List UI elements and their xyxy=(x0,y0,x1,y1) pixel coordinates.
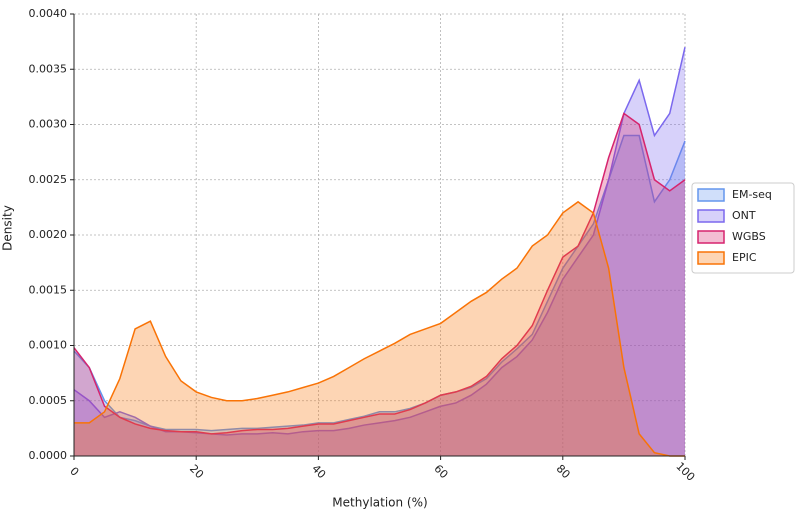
legend-label: EPIC xyxy=(732,251,757,264)
x-tick-label: 80 xyxy=(554,462,573,481)
area-fill xyxy=(74,135,685,457)
area-fill xyxy=(74,47,685,457)
y-tick-label: 0.0010 xyxy=(29,339,68,352)
legend-swatch xyxy=(697,209,725,223)
y-tick-label: 0.0020 xyxy=(29,228,68,241)
legend-label: ONT xyxy=(732,209,756,222)
legend-swatch xyxy=(697,251,725,265)
y-tick-label: 0.0040 xyxy=(29,7,68,20)
x-axis-label: Methylation (%) xyxy=(332,496,427,510)
x-tick-label: 60 xyxy=(431,462,450,481)
density-line xyxy=(74,200,685,457)
area-fill xyxy=(74,113,685,456)
density-line xyxy=(73,112,686,435)
y-tick-label: 0.0030 xyxy=(29,118,68,131)
legend-label: WGBS xyxy=(732,230,766,243)
y-tick-label: 0.0025 xyxy=(29,173,68,186)
x-tick-label: 0 xyxy=(67,465,81,479)
legend-label: EM-seq xyxy=(732,188,772,201)
x-tick-label: 40 xyxy=(309,462,328,481)
legend-swatch xyxy=(697,188,725,202)
legend-swatch xyxy=(697,230,725,244)
density-line xyxy=(73,134,686,432)
y-tick-label: 0.0005 xyxy=(29,394,68,407)
y-tick-label: 0.0035 xyxy=(29,62,68,75)
x-tick-label: 100 xyxy=(673,460,697,484)
legend-box xyxy=(691,182,795,274)
y-axis-label: Density xyxy=(1,205,15,251)
area-fill xyxy=(74,201,685,456)
y-tick-label: 0.0015 xyxy=(29,283,68,296)
x-tick-label: 20 xyxy=(187,462,206,481)
y-tick-label: 0.0000 xyxy=(29,449,68,462)
